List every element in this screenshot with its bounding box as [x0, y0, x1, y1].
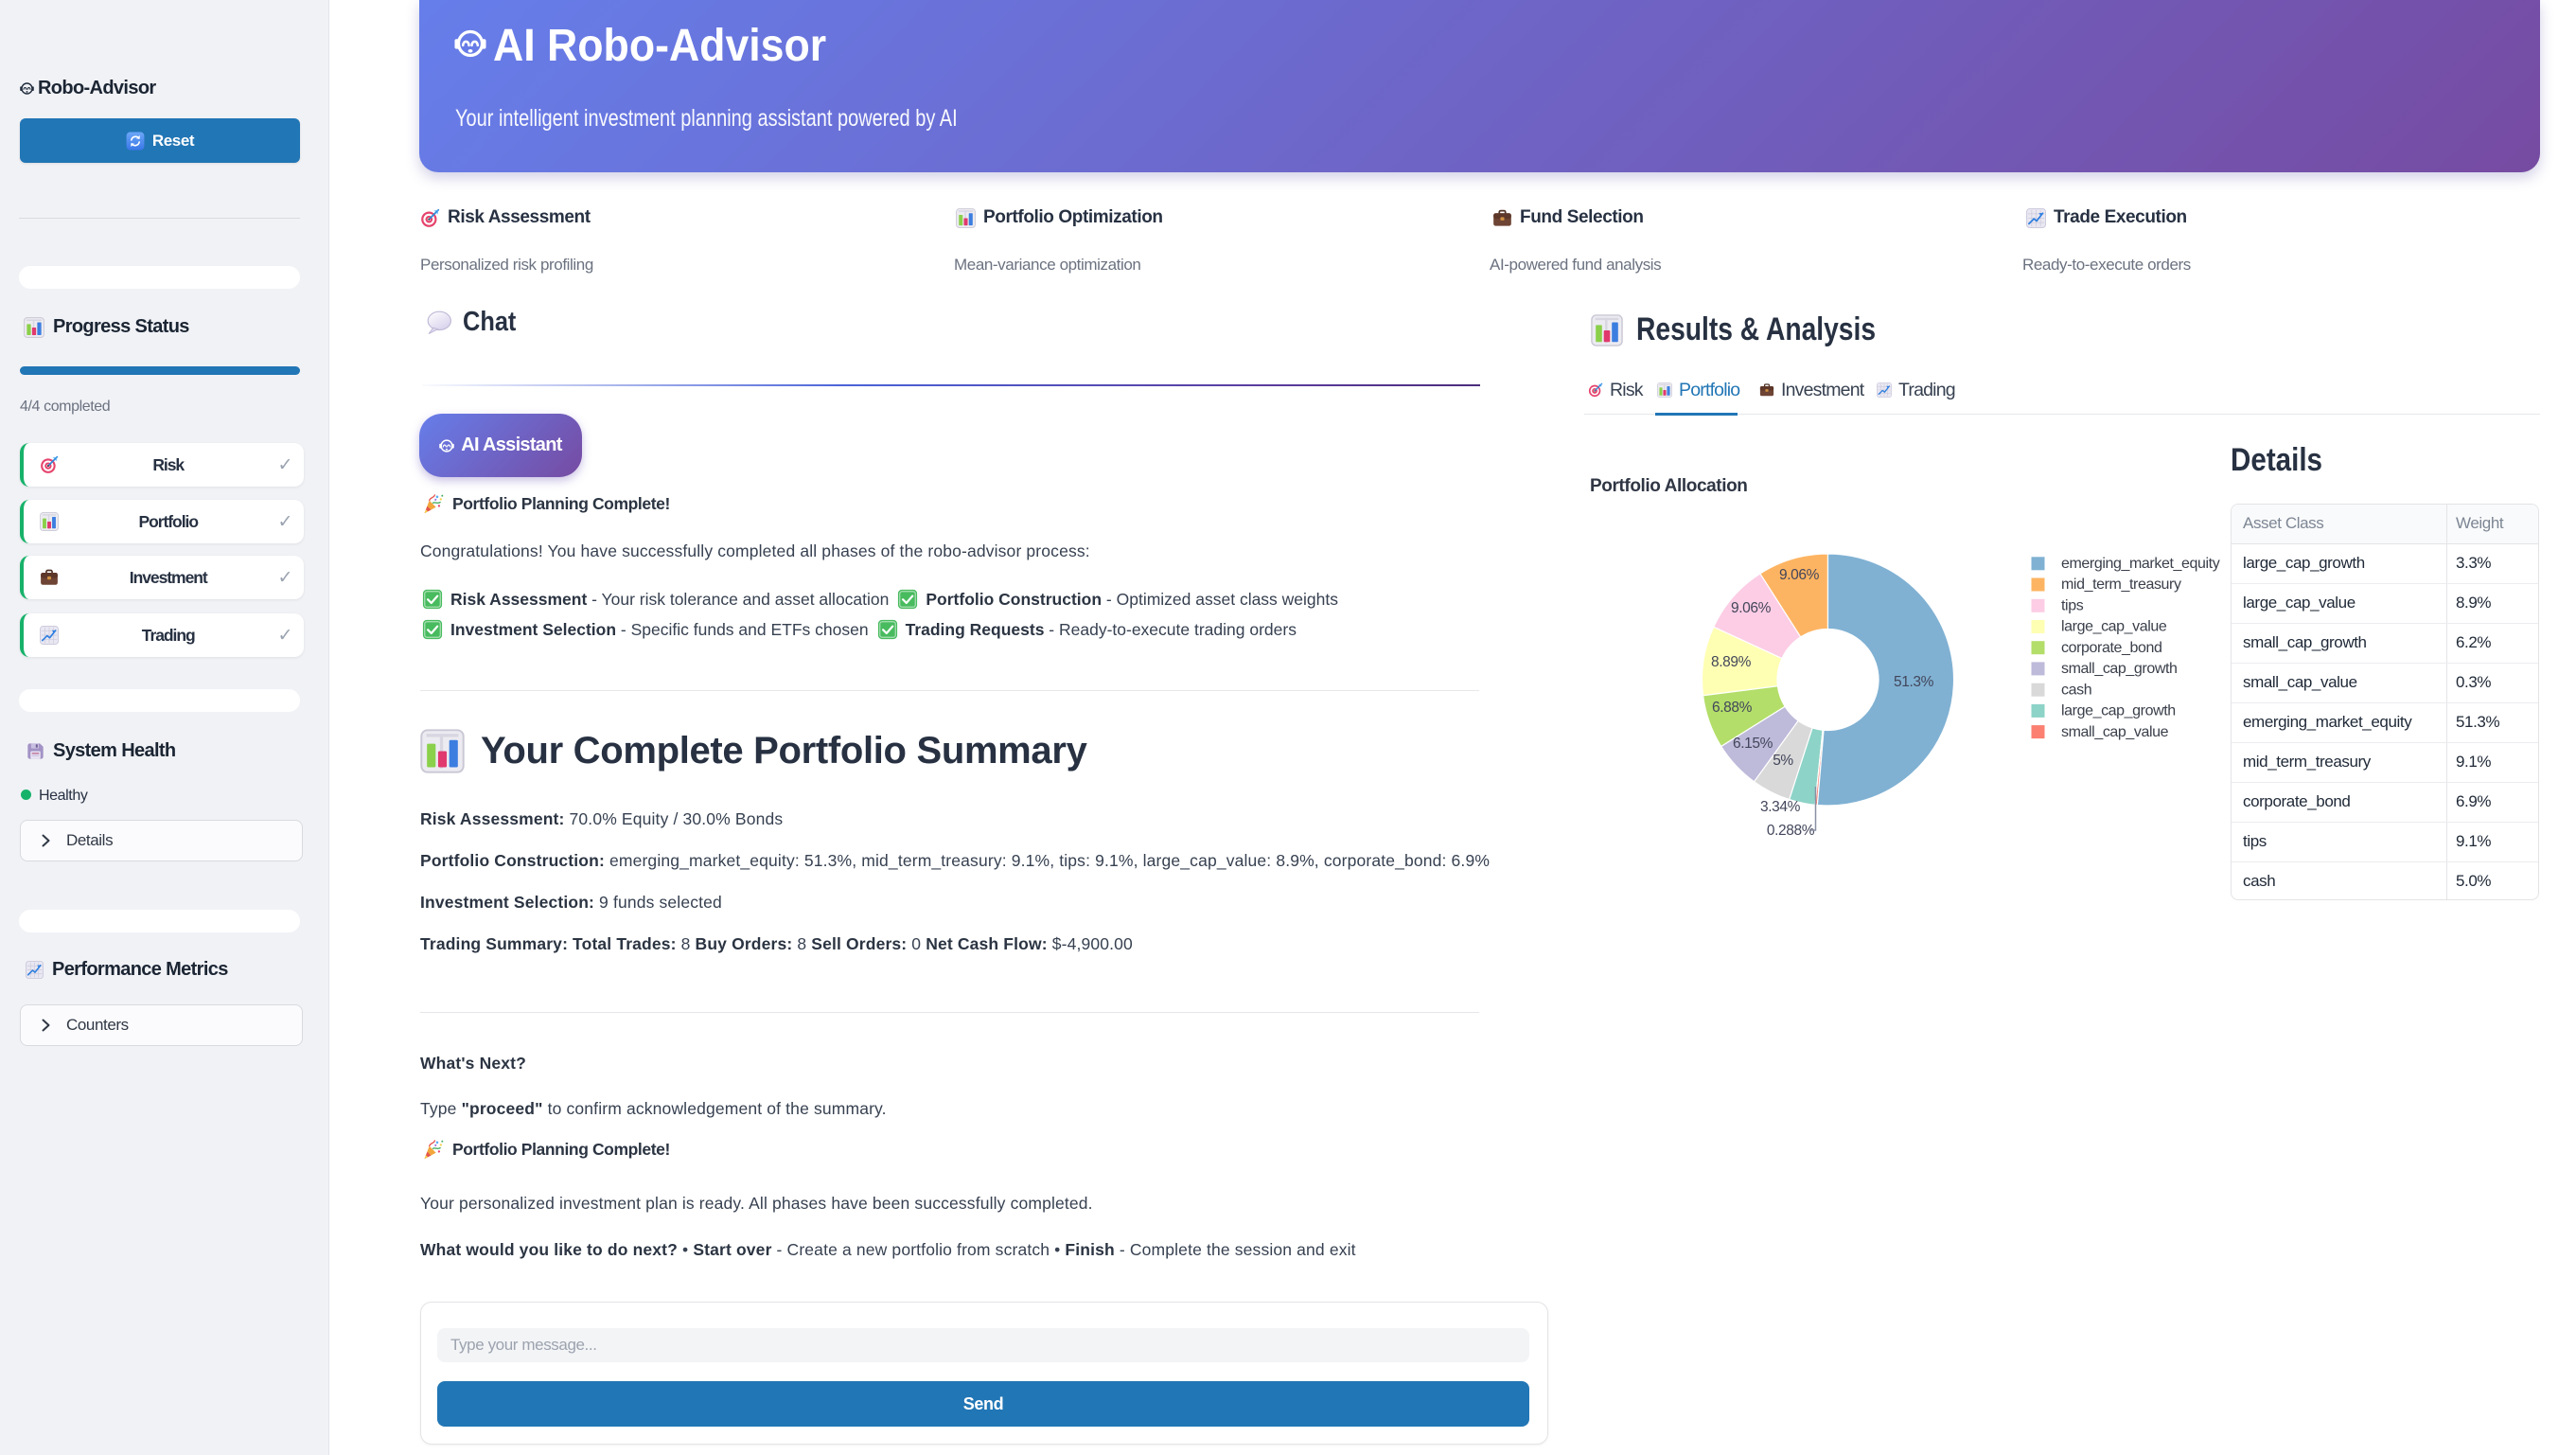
svg-text:0.288%: 0.288% [1767, 823, 1815, 839]
svg-text:mid_term_treasury: mid_term_treasury [2061, 577, 2181, 593]
svg-text:large_cap_value: large_cap_value [2061, 619, 2167, 635]
svg-text:6.15%: 6.15% [1733, 736, 1773, 752]
svg-text:9.06%: 9.06% [1779, 567, 1820, 583]
svg-text:tips: tips [2061, 598, 2084, 614]
svg-text:small_cap_value: small_cap_value [2061, 724, 2169, 740]
svg-text:9.06%: 9.06% [1731, 600, 1772, 616]
svg-text:large_cap_growth: large_cap_growth [2061, 703, 2176, 719]
svg-text:emerging_market_equity: emerging_market_equity [2061, 556, 2220, 572]
svg-text:8.89%: 8.89% [1711, 654, 1752, 670]
svg-text:small_cap_growth: small_cap_growth [2061, 661, 2178, 677]
svg-text:51.3%: 51.3% [1894, 674, 1934, 690]
svg-text:6.88%: 6.88% [1712, 700, 1753, 716]
svg-text:5%: 5% [1773, 753, 1793, 769]
svg-text:cash: cash [2061, 682, 2091, 698]
svg-text:3.34%: 3.34% [1760, 799, 1801, 815]
svg-text:corporate_bond: corporate_bond [2061, 640, 2162, 656]
